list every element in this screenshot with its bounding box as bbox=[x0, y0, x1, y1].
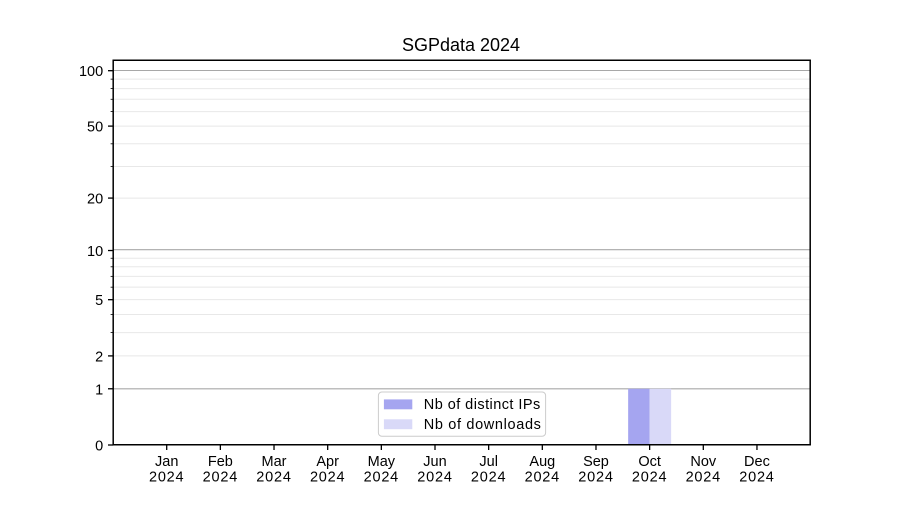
svg-text:2024: 2024 bbox=[686, 469, 721, 485]
svg-text:2024: 2024 bbox=[739, 469, 774, 485]
svg-text:Sep: Sep bbox=[583, 454, 609, 470]
svg-text:20: 20 bbox=[87, 192, 103, 208]
svg-text:Nb of distinct IPs: Nb of distinct IPs bbox=[424, 397, 541, 413]
svg-text:Apr: Apr bbox=[316, 454, 339, 470]
svg-text:Aug: Aug bbox=[529, 454, 555, 470]
svg-text:Dec: Dec bbox=[744, 454, 770, 470]
svg-text:2: 2 bbox=[95, 349, 103, 365]
svg-text:2024: 2024 bbox=[310, 469, 345, 485]
svg-text:Jan: Jan bbox=[155, 454, 178, 470]
svg-text:0: 0 bbox=[95, 439, 103, 455]
svg-text:Jul: Jul bbox=[479, 454, 498, 470]
svg-text:2024: 2024 bbox=[471, 469, 506, 485]
svg-text:50: 50 bbox=[87, 120, 103, 136]
svg-text:SGPdata 2024: SGPdata 2024 bbox=[402, 35, 520, 55]
svg-text:2024: 2024 bbox=[149, 469, 184, 485]
svg-text:2024: 2024 bbox=[256, 469, 291, 485]
svg-text:1: 1 bbox=[95, 382, 103, 398]
svg-text:Oct: Oct bbox=[638, 454, 661, 470]
svg-text:2024: 2024 bbox=[203, 469, 238, 485]
svg-text:Feb: Feb bbox=[208, 454, 233, 470]
svg-text:100: 100 bbox=[79, 64, 103, 80]
svg-text:2024: 2024 bbox=[578, 469, 613, 485]
svg-text:2024: 2024 bbox=[364, 469, 399, 485]
svg-text:Nb of downloads: Nb of downloads bbox=[424, 417, 542, 433]
svg-text:Jun: Jun bbox=[423, 454, 446, 470]
svg-text:5: 5 bbox=[95, 293, 103, 309]
svg-text:10: 10 bbox=[87, 244, 103, 260]
svg-text:2024: 2024 bbox=[417, 469, 452, 485]
svg-text:Nov: Nov bbox=[690, 454, 717, 470]
svg-text:2024: 2024 bbox=[525, 469, 560, 485]
svg-text:Mar: Mar bbox=[262, 454, 287, 470]
svg-text:2024: 2024 bbox=[632, 469, 667, 485]
svg-text:May: May bbox=[368, 454, 396, 470]
